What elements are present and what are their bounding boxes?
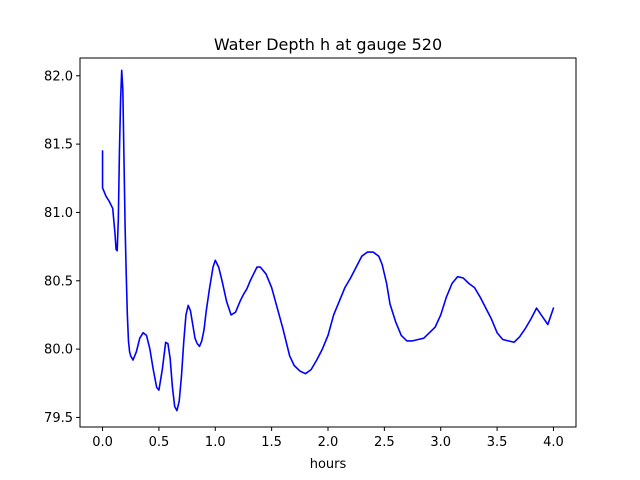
- x-tick-label: 3.0: [430, 435, 451, 450]
- x-tick-label: 2.5: [374, 435, 395, 450]
- chart-title: Water Depth h at gauge 520: [214, 35, 442, 54]
- y-tick-label: 81.5: [44, 138, 73, 153]
- y-tick-label: 79.5: [44, 411, 73, 426]
- y-tick-label: 82.0: [44, 69, 73, 84]
- series-line-0: [101, 69, 555, 412]
- x-tick-label: 0.0: [92, 435, 113, 450]
- x-tick-label: 4.0: [543, 435, 564, 450]
- x-tick-label: 0.5: [149, 435, 170, 450]
- y-tick-label: 80.5: [44, 274, 73, 289]
- y-axis: 79.5 80.0 80.5 81.0 81.5 82.0: [44, 69, 80, 426]
- y-tick-label: 81.0: [44, 206, 73, 221]
- plot-area: [79, 57, 577, 428]
- x-tick-label: 1.0: [205, 435, 226, 450]
- x-tick-label: 1.5: [261, 435, 282, 450]
- x-tick-label: 3.5: [487, 435, 508, 450]
- x-axis-label: hours: [310, 457, 347, 472]
- y-tick-label: 80.0: [44, 343, 73, 358]
- x-tick-label: 2.0: [318, 435, 339, 450]
- x-axis: 0.0 0.5 1.0 1.5 2.0 2.5 3.0 3.5 4.0: [92, 427, 564, 450]
